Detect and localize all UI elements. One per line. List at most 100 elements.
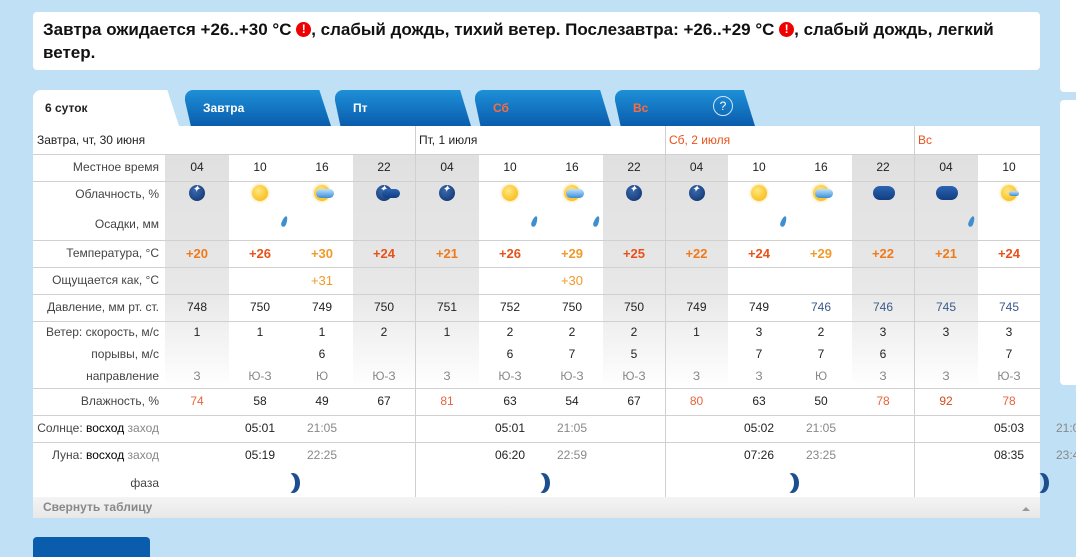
humidity-cell: 92 (939, 394, 953, 408)
sunrise-time: 05:02 (743, 421, 775, 435)
wind-direction-cell: Ю-З (997, 369, 1021, 383)
moonrise-time: 07:26 (743, 448, 775, 462)
row-label-time: Местное время (33, 154, 165, 181)
tab-6-days[interactable]: 6 суток (33, 90, 179, 126)
weather-cell (353, 184, 415, 205)
wind-gust-cell: 5 (630, 347, 638, 361)
weather-cell (229, 184, 291, 205)
day-header: Вс (918, 133, 933, 147)
row-divider (33, 321, 1040, 322)
wind-speed-cell: 2 (630, 325, 638, 339)
sun-cloud-icon (312, 184, 334, 202)
cloudy-night-icon (936, 184, 958, 202)
warning-icon[interactable]: ! (296, 22, 312, 37)
wind-speed-cell: 1 (256, 325, 264, 339)
label: Ветер: скорость, м/с (45, 325, 159, 339)
time-cell: 10 (503, 160, 517, 174)
tab-sun[interactable]: Вс? (615, 90, 755, 126)
label: направление (86, 369, 159, 383)
row-label-gust: порывы, м/с (33, 343, 165, 365)
sunset-time: 21:05 (556, 421, 588, 435)
pressure-cell: 746 (810, 300, 832, 314)
row-divider (33, 240, 1040, 241)
temperature-cell: +24 (997, 246, 1021, 261)
side-panel (1060, 0, 1076, 92)
wind-direction-cell: З (193, 369, 201, 383)
sun-icon (250, 184, 270, 202)
row-label-sun: Солнце: восход заход (33, 415, 165, 442)
weather-cell (790, 184, 852, 205)
tab-fri[interactable]: Пт (335, 90, 471, 126)
label: Облачность, % (75, 187, 159, 201)
humidity-cell: 67 (377, 394, 391, 408)
wind-speed-cell: 2 (380, 325, 388, 339)
pressure-cell: 749 (748, 300, 770, 314)
sunset-time: 21:05 (306, 421, 338, 435)
rain-drop-icon (779, 215, 788, 228)
rain-drop-icon (280, 215, 289, 228)
wind-speed-cell: 1 (693, 325, 700, 339)
label: восход (86, 448, 125, 462)
row-label-wind: Ветер: скорость, м/с (33, 321, 165, 343)
tab-label: Вс (633, 101, 649, 115)
humidity-cell: 54 (565, 394, 579, 408)
pressure-cell: 751 (436, 300, 458, 314)
humidity-cell: 63 (752, 394, 766, 408)
temperature-cell: +26 (498, 246, 522, 261)
temperature-cell: +20 (185, 246, 209, 261)
tab-label: Пт (353, 101, 368, 115)
time-cell: 10 (253, 160, 267, 174)
wind-direction-cell: Ю-З (560, 369, 584, 383)
pressure-cell: 748 (186, 300, 208, 314)
label: Влажность, % (80, 394, 159, 408)
help-icon[interactable]: ? (713, 96, 733, 116)
wind-direction-cell: З (443, 369, 451, 383)
label: Температура, °C (66, 246, 159, 260)
row-label-feels: Ощущается как, °C (33, 267, 165, 294)
pressure-cell: 750 (561, 300, 583, 314)
pressure-cell: 749 (686, 300, 707, 314)
pressure-cell: 746 (872, 300, 894, 314)
sun-icon (500, 184, 520, 202)
weather-cell (603, 184, 665, 205)
sunrise-time: 05:01 (244, 421, 276, 435)
night-clear-icon (187, 184, 207, 202)
row-divider (33, 267, 1040, 268)
wind-direction-cell: Ю (315, 369, 329, 383)
time-cell: 04 (939, 160, 953, 174)
sunrise-time: 05:03 (993, 421, 1025, 435)
sun-cloud-icon (811, 184, 833, 202)
row-divider (33, 181, 1040, 182)
temperature-cell: +24 (372, 246, 396, 261)
moon-phase-icon (1030, 473, 1044, 493)
label: Осадки, мм (94, 217, 159, 231)
collapse-table-button[interactable]: Свернуть таблицу (33, 497, 1040, 518)
temperature-cell: +22 (685, 246, 708, 261)
sun-cloud-icon (562, 184, 584, 202)
sunset-time: 21:04 (1055, 421, 1076, 435)
label: восход (86, 421, 125, 435)
feels-like-cell: +31 (310, 273, 334, 288)
tab-tomorrow[interactable]: Завтра (185, 90, 331, 126)
wind-speed-cell: 1 (193, 325, 201, 339)
temperature-cell: +24 (747, 246, 771, 261)
time-cell: 04 (190, 160, 204, 174)
warning-icon[interactable]: ! (779, 22, 795, 37)
cloudy-night-icon (873, 184, 895, 202)
wind-speed-cell: 1 (318, 325, 326, 339)
wind-direction-cell: З (942, 369, 950, 383)
label: Местное время (72, 160, 159, 174)
wind-gust-cell: 7 (1005, 347, 1013, 361)
next-section-tab[interactable] (33, 537, 150, 557)
row-label-temp: Температура, °C (33, 240, 165, 267)
tab-sat[interactable]: Сб (475, 90, 611, 126)
rain-drop-icon (530, 215, 539, 228)
humidity-cell: 81 (440, 394, 454, 408)
sunrise-time: 05:01 (494, 421, 526, 435)
label: Давление, мм рт. ст. (47, 300, 159, 314)
row-label-pressure: Давление, мм рт. ст. (33, 294, 165, 321)
day-header: Пт, 1 июля (419, 133, 478, 147)
wind-speed-cell: 3 (879, 325, 887, 339)
tab-label: Завтра (203, 101, 245, 115)
collapse-arrow-icon (1022, 503, 1030, 511)
